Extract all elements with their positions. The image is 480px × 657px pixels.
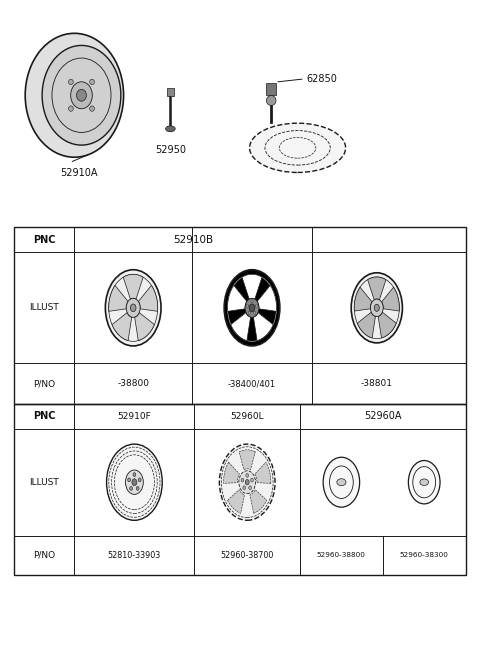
Polygon shape [257,285,276,311]
Text: -38800: -38800 [117,379,149,388]
Circle shape [249,304,255,311]
Polygon shape [253,313,273,340]
Circle shape [374,304,379,311]
Circle shape [106,270,161,346]
Bar [167,88,174,96]
Bar [14,227,466,404]
Circle shape [243,486,246,489]
Ellipse shape [250,124,346,172]
Text: 52910B: 52910B [173,235,213,244]
Circle shape [239,471,255,493]
Polygon shape [255,463,271,484]
Circle shape [245,480,249,485]
Circle shape [246,474,249,477]
Polygon shape [382,287,399,311]
Circle shape [136,486,139,490]
Circle shape [130,486,132,490]
Circle shape [351,273,402,343]
Circle shape [251,300,253,303]
Text: PNC: PNC [33,235,56,244]
Ellipse shape [166,126,175,132]
Circle shape [219,444,275,520]
Circle shape [408,461,440,504]
Circle shape [224,270,280,346]
Circle shape [251,478,253,482]
Circle shape [323,457,360,507]
Circle shape [131,304,136,311]
Circle shape [126,298,140,317]
Circle shape [255,304,258,307]
Circle shape [371,299,383,317]
Circle shape [138,478,141,482]
Ellipse shape [337,479,346,486]
Polygon shape [231,313,251,340]
Polygon shape [228,489,244,513]
Polygon shape [112,313,132,340]
Ellipse shape [90,106,95,111]
Text: ILLUST: ILLUST [30,304,59,312]
Text: 52960A: 52960A [364,411,402,421]
Circle shape [133,472,136,476]
Text: PNC: PNC [33,411,56,421]
Ellipse shape [266,96,276,106]
Polygon shape [224,463,240,484]
Circle shape [132,479,137,486]
Circle shape [107,444,162,520]
Text: -38400/401: -38400/401 [228,379,276,388]
Polygon shape [228,285,247,311]
Text: 52910F: 52910F [118,412,151,421]
Ellipse shape [25,34,124,157]
Text: 52960-38700: 52960-38700 [220,551,274,560]
Polygon shape [354,287,372,311]
Polygon shape [138,285,158,311]
Ellipse shape [420,479,429,486]
Polygon shape [108,285,128,311]
Text: P/NO: P/NO [33,551,56,560]
Circle shape [128,478,131,482]
Circle shape [241,478,244,482]
Ellipse shape [42,45,121,145]
Text: 52960-38300: 52960-38300 [400,553,449,558]
Circle shape [246,304,249,307]
Circle shape [253,311,256,315]
Ellipse shape [69,79,73,85]
Text: 52950: 52950 [155,145,186,154]
Polygon shape [357,312,375,338]
Bar [266,83,276,95]
Circle shape [125,470,144,495]
Polygon shape [123,275,143,299]
Polygon shape [250,489,267,513]
Circle shape [245,298,259,317]
Ellipse shape [69,106,73,111]
Polygon shape [242,275,262,299]
Text: 62850: 62850 [306,74,337,84]
Text: 52960L: 52960L [230,412,264,421]
Ellipse shape [77,89,86,101]
Ellipse shape [71,81,92,108]
Circle shape [248,311,251,315]
Polygon shape [378,312,396,338]
Text: ILLUST: ILLUST [30,478,59,487]
Ellipse shape [90,79,95,85]
Text: -38801: -38801 [361,379,393,388]
Text: 52910A: 52910A [60,168,98,178]
Polygon shape [135,313,155,340]
Text: 52810-33903: 52810-33903 [108,551,161,560]
Text: 52960-38800: 52960-38800 [317,553,366,558]
Polygon shape [368,277,386,300]
Text: P/NO: P/NO [33,379,56,388]
Polygon shape [239,450,255,470]
Circle shape [249,486,252,489]
Bar [14,404,466,575]
